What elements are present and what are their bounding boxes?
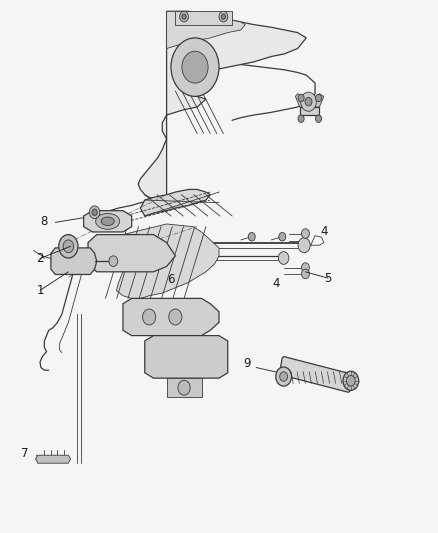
Text: 5: 5 [325, 272, 332, 285]
Circle shape [248, 232, 255, 241]
Polygon shape [300, 107, 319, 115]
Circle shape [127, 252, 138, 264]
Circle shape [343, 371, 359, 390]
Polygon shape [295, 94, 306, 107]
Polygon shape [166, 11, 245, 49]
Circle shape [143, 309, 155, 325]
Polygon shape [88, 235, 175, 272]
Circle shape [301, 229, 309, 238]
Polygon shape [145, 336, 228, 378]
Circle shape [126, 237, 139, 253]
Polygon shape [138, 11, 306, 203]
Circle shape [182, 14, 186, 19]
Polygon shape [123, 298, 219, 336]
FancyBboxPatch shape [280, 357, 353, 392]
Text: 4: 4 [272, 277, 279, 290]
Circle shape [279, 232, 286, 241]
Circle shape [298, 94, 304, 102]
Circle shape [276, 367, 291, 386]
Circle shape [178, 380, 190, 395]
Circle shape [169, 309, 182, 325]
Ellipse shape [101, 217, 114, 225]
Circle shape [63, 240, 74, 253]
Text: 2: 2 [36, 252, 44, 265]
Text: 4: 4 [320, 225, 328, 238]
Text: 9: 9 [244, 357, 251, 370]
Circle shape [315, 94, 321, 102]
Circle shape [300, 92, 316, 111]
Polygon shape [51, 248, 97, 274]
Circle shape [171, 38, 219, 96]
Circle shape [298, 115, 304, 123]
Text: 7: 7 [21, 447, 28, 460]
Circle shape [182, 51, 208, 83]
Ellipse shape [95, 213, 120, 229]
Circle shape [301, 269, 309, 279]
Polygon shape [175, 11, 232, 25]
Circle shape [305, 98, 312, 106]
Circle shape [221, 14, 226, 19]
Circle shape [109, 256, 118, 266]
Circle shape [89, 206, 100, 219]
Circle shape [180, 11, 188, 22]
Circle shape [92, 209, 97, 215]
Text: 1: 1 [36, 284, 44, 297]
Polygon shape [84, 211, 132, 232]
Circle shape [280, 372, 288, 381]
Polygon shape [141, 189, 210, 216]
Text: 8: 8 [41, 215, 48, 228]
Circle shape [298, 238, 310, 253]
Circle shape [219, 11, 228, 22]
Circle shape [59, 235, 78, 258]
Polygon shape [166, 378, 201, 397]
Circle shape [301, 263, 309, 272]
Circle shape [315, 115, 321, 123]
Polygon shape [313, 94, 324, 107]
Circle shape [346, 375, 355, 386]
Text: 6: 6 [167, 273, 175, 286]
Polygon shape [117, 224, 219, 298]
Circle shape [279, 252, 289, 264]
Polygon shape [35, 455, 71, 463]
